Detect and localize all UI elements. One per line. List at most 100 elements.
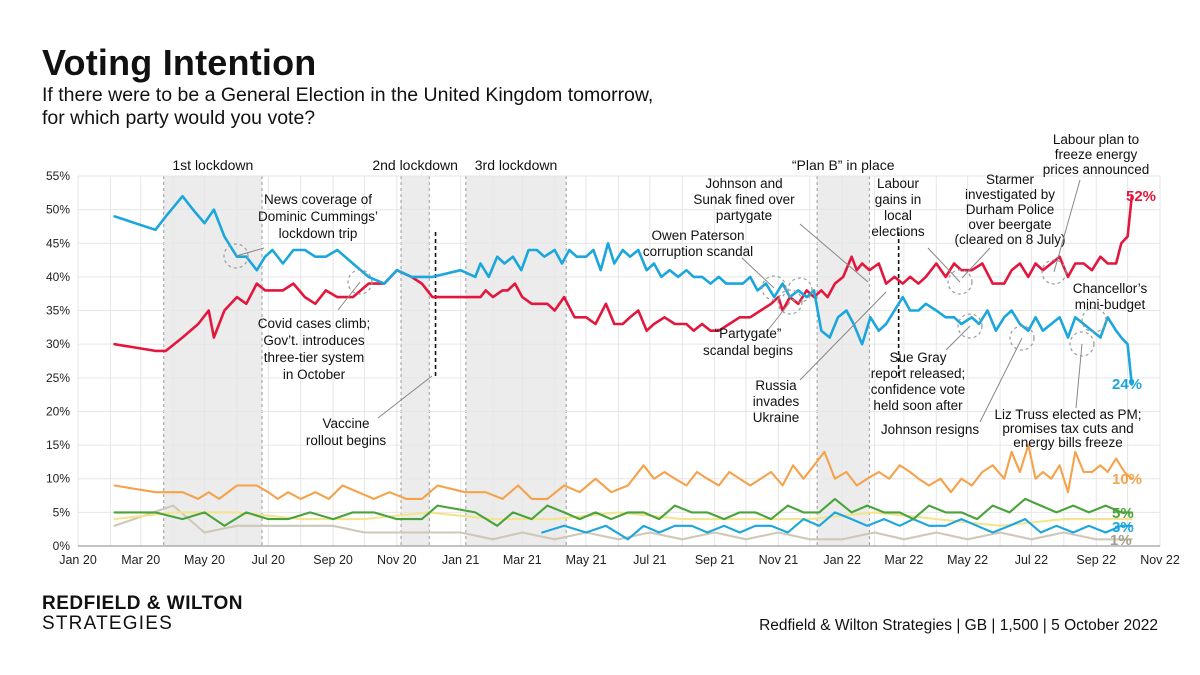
- shaded-periods: 1st lockdown 2nd lockdown 3rd lockdown “Pla…: [163, 157, 895, 546]
- annotation-line: report released;: [871, 366, 966, 381]
- annotation-circle: [957, 313, 983, 339]
- shaded-period-label: “Plan B” in place: [792, 157, 895, 173]
- annotation-text: Sue Gray report released; confidence vote h…: [871, 350, 966, 413]
- annotation-line: elections: [871, 224, 925, 239]
- annotation-line: scandal begins: [703, 343, 793, 358]
- annotation-text: Johnson and Sunak fined over partygate: [693, 176, 795, 223]
- annotation-leader: [799, 223, 869, 283]
- annotation-circle: [777, 289, 803, 315]
- annotation-line: gains in: [875, 192, 922, 207]
- y-tick-label: 15%: [46, 438, 70, 452]
- page-title: Voting Intention: [42, 42, 317, 83]
- annotation-line: corruption scandal: [643, 244, 753, 259]
- annotation-line: invades: [753, 394, 800, 409]
- annotation-circle: [947, 269, 973, 295]
- x-tick-label: Nov 22: [1140, 553, 1180, 567]
- annotation-text: Starmer investigated by Durham Police over …: [954, 172, 1065, 247]
- series-line-grey: [113, 504, 1133, 541]
- shaded-period-label: 2nd lockdown: [372, 157, 458, 173]
- annotation-circle: [347, 269, 373, 295]
- annotation-line: Johnson resigns: [881, 422, 980, 437]
- annotation-line: Chancellor’s: [1073, 281, 1148, 296]
- annotation-leader: [337, 281, 361, 311]
- annotation-text: Labour plan to freeze energy prices announ…: [1043, 132, 1150, 177]
- annotation-text: Labour gains in local elections: [871, 176, 925, 239]
- annotation-leader: [377, 375, 433, 419]
- subtitle-line-1: If there were to be a General Election i…: [42, 84, 654, 106]
- y-tick-label: 35%: [46, 304, 70, 318]
- end-label-green: 5%: [1112, 505, 1134, 522]
- x-tick-label: May 22: [947, 553, 988, 567]
- annotation-text: Owen Paterson corruption scandal: [643, 228, 753, 259]
- annotation-line: energy bills freeze: [1013, 435, 1123, 450]
- x-tick-label: Mar 20: [121, 553, 160, 567]
- end-label-red: 52%: [1126, 188, 1156, 205]
- chart-series: [113, 194, 1134, 541]
- annotation-circle: [1069, 331, 1095, 357]
- annotation-leader: [961, 247, 991, 279]
- annotation-line: rollout begins: [306, 433, 387, 448]
- series-line-green: [113, 497, 1133, 527]
- x-tick-label: Sep 20: [313, 553, 353, 567]
- subtitle-line-2: for which party would you vote?: [42, 107, 316, 129]
- x-tick-label: May 20: [184, 553, 225, 567]
- y-tick-label: 50%: [46, 203, 70, 217]
- chart-grid: [77, 175, 1161, 547]
- end-label-grey: 1%: [1110, 532, 1132, 549]
- annotation-text: Russia invades Ukraine: [753, 378, 800, 425]
- series-line-orange: [113, 444, 1133, 500]
- end-label-blue: 24%: [1112, 376, 1142, 393]
- annotation-line: lockdown trip: [279, 226, 358, 241]
- annotation-line: freeze energy: [1055, 147, 1138, 162]
- end-label-cyan: 3%: [1112, 519, 1134, 536]
- annotation-line: local: [884, 208, 912, 223]
- x-tick-label: Jul 22: [1015, 553, 1048, 567]
- annotation-line: Russia: [755, 378, 797, 393]
- x-tick-label: Mar 22: [884, 553, 923, 567]
- annotation-line: Gov’t. introduces: [263, 333, 365, 348]
- end-labels: 52% 24% 10% 5%3%1%: [1110, 188, 1156, 549]
- annotation-line: three-tier system: [264, 350, 365, 365]
- annotation-circle: [761, 275, 787, 301]
- chart-annotations: News coverage of Dominic Cummings’ lockdow…: [223, 132, 1150, 450]
- y-tick-label: 5%: [53, 505, 71, 519]
- y-tick-label: 40%: [46, 270, 70, 284]
- y-tick-label: 25%: [46, 371, 70, 385]
- annotation-line: Labour: [877, 176, 920, 191]
- annotation-line: promises tax cuts and: [1002, 421, 1133, 436]
- x-tick-label: Jul 21: [633, 553, 666, 567]
- shaded-period: [163, 176, 262, 546]
- annotation-text: News coverage of Dominic Cummings’ lockdow…: [258, 192, 378, 241]
- x-tick-label: Sep 21: [695, 553, 735, 567]
- annotation-line: investigated by: [965, 187, 1055, 202]
- annotation-leader: [979, 337, 1023, 423]
- shaded-period-label: 3rd lockdown: [475, 157, 558, 173]
- annotation-leader: [927, 247, 961, 283]
- annotation-line: prices announced: [1043, 162, 1150, 177]
- annotation-line: “Partygate”: [715, 326, 782, 341]
- page-subtitle: If there were to be a General Election i…: [42, 84, 802, 130]
- annotation-text: Chancellor’s mini-budget: [1073, 281, 1148, 312]
- annotation-line: News coverage of: [264, 192, 372, 207]
- end-label-orange: 10%: [1112, 471, 1142, 488]
- annotation-circle: [1041, 259, 1067, 285]
- y-tick-label: 0%: [53, 539, 71, 553]
- annotation-circle: [1081, 307, 1107, 333]
- annotation-leader: [235, 247, 265, 257]
- y-tick-label: 30%: [46, 337, 70, 351]
- annotation-line: Johnson and: [705, 176, 782, 191]
- y-tick-label: 10%: [46, 472, 70, 486]
- source-note: Redfield & Wilton Strategies | GB | 1,50…: [759, 617, 1158, 634]
- logo-line-2: STRATEGIES: [42, 613, 173, 634]
- annotation-line: Covid cases climb;: [258, 316, 371, 331]
- y-tick-label: 20%: [46, 404, 70, 418]
- y-tick-label: 45%: [46, 236, 70, 250]
- series-line-red: [113, 194, 1134, 353]
- annotation-leader: [945, 325, 971, 351]
- annotation-line: (cleared on 8 July): [954, 232, 1065, 247]
- annotation-text: Johnson resigns: [881, 422, 980, 437]
- shaded-period: [465, 176, 567, 546]
- annotation-line: mini-budget: [1075, 297, 1146, 312]
- brand-logo: REDFIELD & WILTON STRATEGIES: [42, 594, 243, 634]
